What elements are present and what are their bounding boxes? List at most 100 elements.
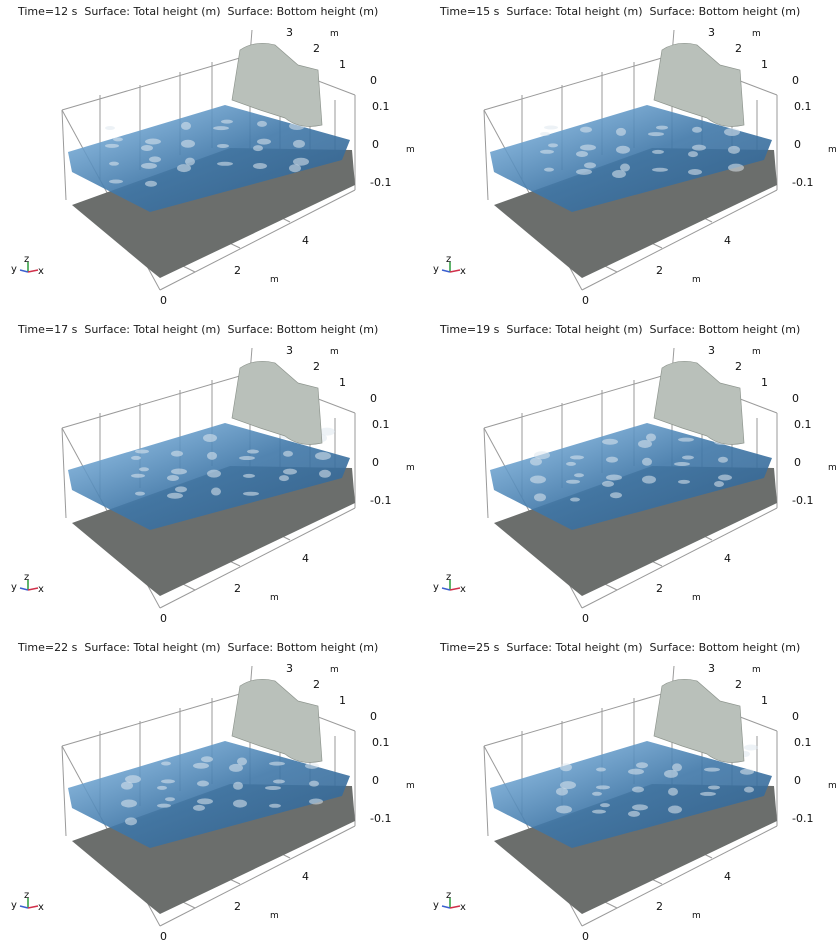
panel-title: Time=15 s Surface: Total height (m) Surf…: [440, 5, 801, 18]
plot-panel-5: Time=22 s Surface: Total height (m) Surf…: [0, 636, 420, 952]
x-tick-label: 2: [234, 582, 241, 595]
svg-text:y: y: [11, 264, 17, 275]
z-tick-label: 0.1: [372, 736, 390, 749]
y-tick-label: 1: [761, 694, 768, 707]
x-unit-label: m: [270, 593, 279, 603]
hill-surface: [653, 679, 745, 763]
x-tick-label: 4: [724, 552, 731, 565]
y-tick-label: 1: [339, 694, 346, 707]
surface-plot: 3 2 1 0 m 0.1 0 -0.1 m 4 2 0 m yzx: [11, 344, 415, 625]
x-tick-label: 4: [302, 552, 309, 565]
y-tick-label: 2: [735, 42, 742, 55]
axis-triad-icon: yzx: [11, 572, 44, 595]
surface-plot: 3 2 1 0 m 0.1 0 -0.1 m 4 2 0 m yzx: [11, 26, 415, 307]
y-tick-label: 0: [792, 74, 799, 87]
x-tick-label: 0: [582, 930, 589, 943]
x-tick-label: 0: [160, 294, 167, 307]
svg-text:z: z: [24, 254, 29, 265]
x-tick-label: 2: [656, 264, 663, 277]
z-tick-label: 0: [794, 774, 801, 787]
z-tick-label: -0.1: [370, 176, 391, 189]
y-tick-label: 3: [286, 344, 293, 357]
y-tick-label: 3: [286, 662, 293, 675]
axis-triad-icon: yzx: [11, 890, 44, 913]
svg-text:z: z: [446, 254, 451, 265]
panel-title: Time=22 s Surface: Total height (m) Surf…: [18, 641, 379, 654]
surface-plot: 3 2 1 0 m 0.1 0 -0.1 m 4 2 0 m yzx: [433, 26, 837, 307]
x-tick-label: 2: [656, 582, 663, 595]
z-tick-label: -0.1: [792, 176, 813, 189]
x-tick-label: 4: [302, 870, 309, 883]
y-unit-label: m: [330, 665, 339, 675]
x-tick-label: 2: [234, 264, 241, 277]
svg-text:x: x: [38, 902, 44, 913]
svg-text:z: z: [24, 572, 29, 583]
z-tick-label: 0.1: [372, 100, 390, 113]
hill-surface: [231, 361, 323, 445]
y-tick-label: 3: [286, 26, 293, 39]
x-unit-label: m: [692, 911, 701, 921]
water-surface: [490, 105, 772, 212]
water-highlights: [121, 745, 323, 826]
plot-panel-2: Time=15 s Surface: Total height (m) Surf…: [422, 0, 840, 316]
z-tick-label: 0.1: [794, 100, 812, 113]
z-unit-label: m: [828, 463, 837, 473]
y-tick-label: 1: [761, 58, 768, 71]
hill-surface: [653, 361, 745, 445]
x-tick-label: 4: [302, 234, 309, 247]
svg-text:y: y: [433, 582, 439, 593]
svg-text:x: x: [38, 584, 44, 595]
y-tick-label: 0: [370, 710, 377, 723]
z-tick-label: 0.1: [794, 418, 812, 431]
hill-surface: [653, 43, 745, 127]
water-highlights: [540, 110, 744, 179]
z-tick-label: 0: [794, 138, 801, 151]
hill-surface: [231, 679, 323, 763]
water-highlights: [131, 427, 335, 499]
svg-text:x: x: [460, 902, 466, 913]
surface-plot: 3 2 1 0 m 0.1 0 -0.1 m 4 2 0 m yzx: [433, 344, 837, 625]
x-unit-label: m: [270, 275, 279, 285]
x-unit-label: m: [692, 593, 701, 603]
z-unit-label: m: [406, 463, 415, 473]
panel-title: Time=17 s Surface: Total height (m) Surf…: [18, 323, 379, 336]
axis-triad-icon: yzx: [11, 254, 44, 277]
svg-text:y: y: [11, 900, 17, 911]
water-surface: [68, 741, 350, 848]
axis-triad-icon: yzx: [433, 890, 466, 913]
y-unit-label: m: [330, 347, 339, 357]
y-tick-label: 2: [735, 360, 742, 373]
y-tick-label: 1: [761, 376, 768, 389]
y-unit-label: m: [752, 347, 761, 357]
panel-title: Time=25 s Surface: Total height (m) Surf…: [440, 641, 801, 654]
x-tick-label: 0: [582, 294, 589, 307]
y-tick-label: 2: [313, 42, 320, 55]
y-unit-label: m: [330, 29, 339, 39]
x-unit-label: m: [270, 911, 279, 921]
z-tick-label: 0: [372, 456, 379, 469]
svg-text:z: z: [24, 890, 29, 901]
x-unit-label: m: [692, 275, 701, 285]
plot-panel-1: Time=12 s Surface: Total height (m) Surf…: [0, 0, 420, 316]
z-tick-label: 0: [794, 456, 801, 469]
x-tick-label: 4: [724, 234, 731, 247]
svg-text:z: z: [446, 572, 451, 583]
y-tick-label: 0: [370, 392, 377, 405]
x-tick-label: 0: [582, 612, 589, 625]
y-unit-label: m: [752, 29, 761, 39]
water-surface: [68, 105, 350, 212]
z-tick-label: -0.1: [370, 494, 391, 507]
y-tick-label: 0: [792, 392, 799, 405]
y-tick-label: 2: [313, 360, 320, 373]
surface-plot: 3 2 1 0 m 0.1 0 -0.1 m 4 2 0 m yzx: [11, 662, 415, 943]
y-tick-label: 3: [708, 344, 715, 357]
x-tick-label: 4: [724, 870, 731, 883]
svg-text:x: x: [460, 584, 466, 595]
y-unit-label: m: [752, 665, 761, 675]
z-unit-label: m: [406, 145, 415, 155]
svg-text:z: z: [446, 890, 451, 901]
z-unit-label: m: [828, 145, 837, 155]
svg-text:y: y: [433, 900, 439, 911]
z-tick-label: -0.1: [792, 812, 813, 825]
z-unit-label: m: [828, 781, 837, 791]
